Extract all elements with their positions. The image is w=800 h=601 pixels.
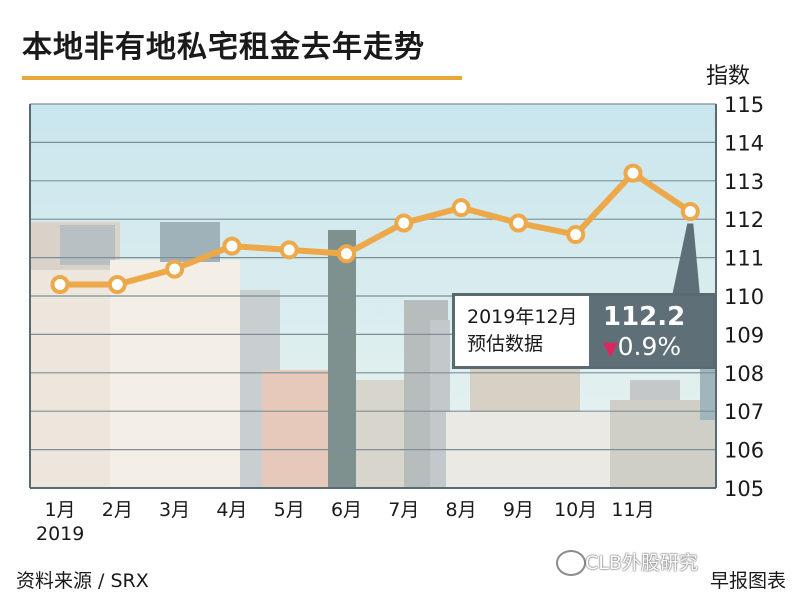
y-tick-label: 112 <box>724 208 764 232</box>
callout-change: 0.9% <box>617 332 682 361</box>
credit: 早报图表 <box>709 570 786 592</box>
y-tick-label: 110 <box>724 285 764 309</box>
data-point <box>337 244 356 264</box>
y-tick-label: 115 <box>724 93 764 117</box>
data-point <box>279 240 299 260</box>
source-note: 资料来源 / SRX <box>16 570 149 592</box>
x-tick-label: 6月 <box>331 499 362 521</box>
callout-pointer <box>672 223 700 296</box>
data-point <box>50 274 70 294</box>
callout-change-row: ▼0.9% <box>603 332 713 364</box>
y-axis-label: 指数 <box>706 64 751 89</box>
data-point <box>566 225 586 245</box>
callout-value: 112.2 <box>603 302 686 332</box>
x-tick-label: 10月 <box>554 499 597 521</box>
data-point <box>222 236 242 256</box>
down-triangle-icon: ▼ <box>603 338 618 360</box>
x-tick-label: 11月 <box>611 499 654 521</box>
chart-title: 本地非有地私宅租金去年走势 <box>22 30 425 65</box>
data-point <box>451 198 471 218</box>
series-line <box>60 170 692 288</box>
x-tick-labels: 1月 2月 3月 4月 5月 6月 7月 8月 9月 10月 11月 <box>44 499 654 521</box>
y-tick-label: 109 <box>724 323 764 347</box>
x-year-label: 2019 <box>36 523 84 545</box>
watermark: CLB外股研究 <box>585 552 698 574</box>
y-tick-label: 107 <box>724 400 764 424</box>
callout-value-panel: 112.2 ▼0.9% <box>589 296 713 366</box>
city-skyline-photo <box>30 222 716 488</box>
gridlines <box>30 103 716 451</box>
data-point <box>165 259 185 279</box>
data-point <box>680 202 700 222</box>
x-tick-label: 4月 <box>216 499 247 521</box>
x-tick-label: 7月 <box>388 499 419 521</box>
x-tick-label: 2月 <box>102 499 133 521</box>
wechat-icon <box>556 550 586 576</box>
y-tick-label: 106 <box>724 439 764 463</box>
y-tick-label: 113 <box>724 170 764 194</box>
y-tick-label: 111 <box>724 247 764 271</box>
data-point <box>508 213 528 233</box>
y-tick-label: 105 <box>724 477 764 501</box>
title-underline <box>22 76 462 80</box>
x-tick-label: 3月 <box>159 499 190 521</box>
series-points <box>50 163 700 294</box>
y-tick-label: 114 <box>724 131 764 155</box>
callout-estimate-label: 预估数据 <box>467 333 544 355</box>
x-tick-label: 5月 <box>274 499 305 521</box>
x-tick-label: 8月 <box>446 499 477 521</box>
callout-box: 2019年12月 预估数据 112.2 ▼0.9% <box>452 293 716 369</box>
y-tick-label: 108 <box>724 362 764 386</box>
data-point <box>623 163 643 183</box>
callout-label-panel: 2019年12月 预估数据 <box>455 296 589 366</box>
x-tick-label: 9月 <box>503 499 534 521</box>
y-tick-labels: 105 106 107 108 109 110 111 112 113 114 115 <box>724 93 764 501</box>
callout-date: 2019年12月 <box>467 306 578 328</box>
data-point <box>394 213 414 233</box>
data-point <box>107 274 127 294</box>
x-tick-label: 1月 <box>44 499 75 521</box>
